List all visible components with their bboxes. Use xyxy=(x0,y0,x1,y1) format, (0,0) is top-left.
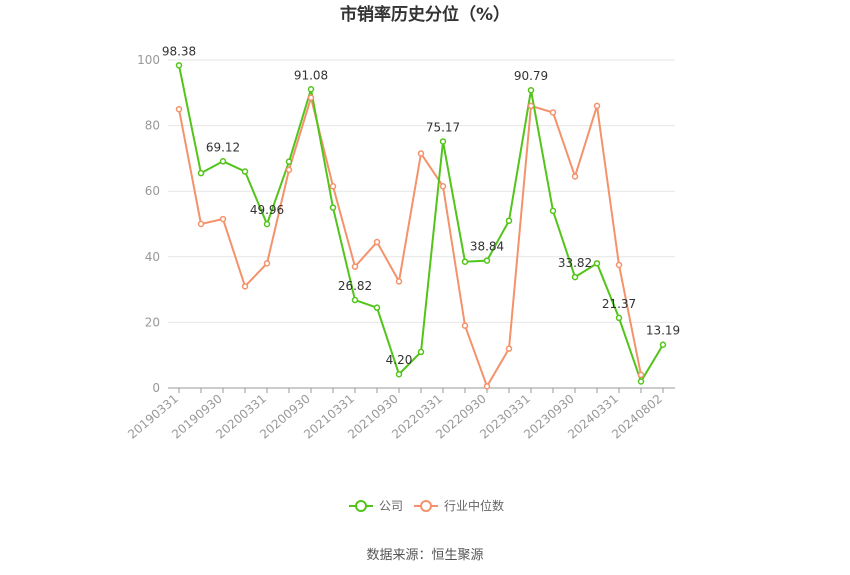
series-1-point[interactable] xyxy=(219,215,227,223)
series-0-point[interactable] xyxy=(219,158,227,165)
data-label: 38.84 xyxy=(470,240,504,254)
data-label: 75.17 xyxy=(426,120,460,134)
series-0-point[interactable] xyxy=(549,207,557,215)
series-0-point[interactable] xyxy=(329,204,337,211)
data-label: 91.08 xyxy=(294,68,328,82)
series-0-point[interactable] xyxy=(527,86,535,94)
series-0-point[interactable] xyxy=(175,62,183,69)
series-0-point[interactable] xyxy=(285,158,293,165)
data-labels: 98.38 69.12 49.96 91.08 26.82 4.20 75.17 38.84 9… xyxy=(162,44,680,367)
y-tick-label: 100 xyxy=(137,53,160,67)
series-0-point[interactable] xyxy=(659,341,667,348)
legend[interactable]: 公司 行业中位数 xyxy=(349,498,504,513)
y-tick-label: 40 xyxy=(145,250,160,264)
data-label: 69.12 xyxy=(206,140,240,154)
y-axis: 0 20 40 60 80 100 xyxy=(137,53,160,395)
series-1-point[interactable] xyxy=(395,278,403,285)
series-1-point[interactable] xyxy=(593,102,601,110)
series-0-point[interactable] xyxy=(461,258,469,265)
chart-title: 市销率历史分位（%） xyxy=(340,4,510,25)
series-1-point[interactable] xyxy=(571,173,579,180)
y-tick-label: 60 xyxy=(145,184,160,198)
series-0-point[interactable] xyxy=(241,168,249,175)
series-1-point[interactable] xyxy=(351,263,359,270)
series-1-point[interactable] xyxy=(285,166,293,174)
series-1-point[interactable] xyxy=(439,183,447,190)
series-1-point[interactable] xyxy=(549,109,557,116)
series-1-point[interactable] xyxy=(483,383,491,390)
legend-marker xyxy=(420,500,432,512)
legend-marker xyxy=(355,500,367,512)
legend-item-1[interactable]: 行业中位数 xyxy=(414,498,504,513)
series-1-point[interactable] xyxy=(505,345,513,352)
series-1-point[interactable] xyxy=(417,150,425,157)
data-label: 33.82 xyxy=(558,256,592,270)
data-label: 98.38 xyxy=(162,44,196,58)
series-line-0 xyxy=(178,65,664,384)
series-0-point[interactable] xyxy=(615,314,623,322)
series-0-point[interactable] xyxy=(483,257,491,264)
series-1-point[interactable] xyxy=(197,220,205,228)
data-label: 26.82 xyxy=(338,279,372,293)
series-line-1 xyxy=(178,93,642,389)
series-0-point[interactable] xyxy=(351,296,359,304)
source-text: 数据来源：恒生聚源 xyxy=(366,548,483,563)
series-0-point[interactable] xyxy=(197,169,205,177)
series-group xyxy=(175,62,667,390)
series-1-point[interactable] xyxy=(329,183,337,190)
series-1-point[interactable] xyxy=(461,322,469,329)
series-0-point[interactable] xyxy=(417,348,425,356)
legend-item-0[interactable]: 公司 xyxy=(349,499,403,513)
data-label: 13.19 xyxy=(646,324,680,338)
legend-label: 公司 xyxy=(379,499,403,513)
series-1-point[interactable] xyxy=(307,94,315,101)
series-1-point[interactable] xyxy=(263,260,271,267)
data-label: 90.79 xyxy=(514,69,548,83)
series-1-point[interactable] xyxy=(527,102,535,110)
series-0-point[interactable] xyxy=(395,370,403,378)
x-axis: 2019033120190930202003312020093020210331… xyxy=(125,387,675,442)
series-0-point[interactable] xyxy=(439,138,447,145)
y-tick-label: 80 xyxy=(145,119,160,133)
series-0-point[interactable] xyxy=(593,260,601,267)
series-0-point[interactable] xyxy=(505,217,513,224)
series-1-point[interactable] xyxy=(373,238,381,246)
series-0-point[interactable] xyxy=(263,220,271,228)
series-1-point[interactable] xyxy=(615,261,623,269)
series-0-point[interactable] xyxy=(571,273,579,281)
y-tick-label: 0 xyxy=(152,381,160,395)
series-0-point[interactable] xyxy=(637,378,645,385)
data-label: 49.96 xyxy=(250,203,284,217)
data-label: 4.20 xyxy=(386,353,413,367)
series-1-point[interactable] xyxy=(241,283,249,290)
series-1-point[interactable] xyxy=(637,371,645,379)
series-0-point[interactable] xyxy=(373,304,381,311)
legend-label: 行业中位数 xyxy=(444,498,504,513)
series-0-point[interactable] xyxy=(307,86,315,93)
data-label: 21.37 xyxy=(602,297,636,311)
y-tick-label: 20 xyxy=(145,315,160,329)
series-1-point[interactable] xyxy=(175,105,183,113)
